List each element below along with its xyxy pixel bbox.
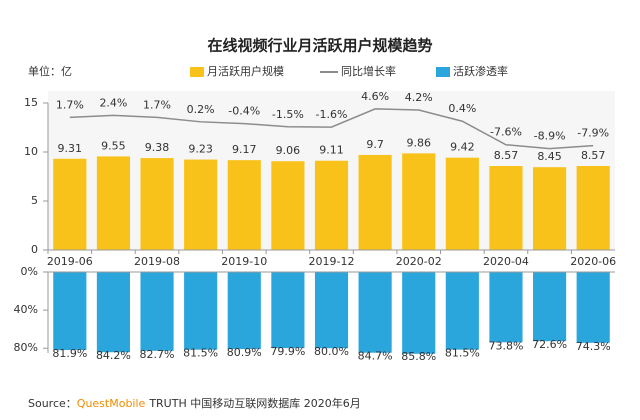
data-label: 80.0% [314, 345, 349, 358]
data-label: 8.45 [537, 150, 562, 163]
source-label: Source： [28, 397, 77, 410]
data-label: 9.31 [58, 142, 83, 155]
y-tick-label: 5 [31, 194, 38, 207]
data-label: 2.4% [99, 96, 127, 109]
chart-title: 在线视频行业月活跃用户规模趋势 [207, 37, 432, 55]
data-label: 9.23 [188, 143, 213, 156]
data-label: 84.7% [358, 350, 393, 363]
x-tick-label: 2019-10 [221, 255, 267, 268]
legend-label: 同比增长率 [341, 64, 396, 78]
data-label: 1.7% [56, 98, 84, 111]
bar [576, 166, 610, 250]
data-label: 8.57 [581, 149, 606, 162]
data-label: 74.3% [576, 340, 611, 353]
y-tick-label: 0 [31, 243, 38, 256]
data-label: 84.2% [96, 349, 131, 362]
data-label: 9.38 [145, 141, 170, 154]
y-tick-label: 80% [14, 341, 38, 354]
bar [184, 272, 218, 350]
bar [402, 153, 436, 250]
data-label: 81.5% [445, 347, 480, 360]
data-label: 9.7 [366, 138, 384, 151]
bar [53, 272, 87, 351]
bar [140, 272, 174, 351]
data-label: -7.9% [577, 127, 609, 140]
bar [53, 158, 87, 250]
data-label: 8.57 [494, 149, 519, 162]
bar [445, 272, 479, 350]
data-label: 9.06 [276, 144, 301, 157]
x-tick-label: 2019-08 [134, 255, 180, 268]
data-label: 9.17 [232, 143, 257, 156]
x-tick-label: 2020-06 [570, 255, 616, 268]
data-label: 9.42 [450, 141, 475, 154]
bar [402, 272, 436, 354]
data-label: 85.8% [401, 350, 436, 363]
bar [489, 166, 523, 250]
bar [445, 157, 479, 250]
data-label: 4.6% [361, 90, 389, 103]
data-label: 9.11 [319, 144, 344, 157]
data-label: 9.55 [101, 139, 126, 152]
data-label: 0.4% [448, 102, 476, 115]
bar [227, 272, 261, 350]
y-tick-label: 0% [21, 265, 38, 278]
bar [489, 272, 523, 343]
bar [314, 160, 349, 250]
bar [533, 272, 567, 342]
y-tick-label: 15 [24, 96, 38, 109]
legend-swatch [436, 67, 450, 77]
data-label: -0.4% [228, 105, 260, 118]
data-label: -7.6% [490, 126, 522, 139]
unit-label: 单位：亿 [28, 64, 72, 78]
bar [271, 161, 305, 250]
source: Source：QuestMobile TRUTH 中国移动互联网数据库 2020年… [28, 396, 361, 410]
legend-label: 活跃渗透率 [453, 64, 508, 78]
y-tick-label: 40% [14, 303, 38, 316]
legend-swatch [190, 67, 204, 77]
data-label: 9.86 [406, 136, 431, 149]
data-label: 72.6% [532, 338, 567, 351]
data-label: -1.5% [272, 108, 304, 121]
data-label: -8.9% [534, 130, 566, 143]
data-label: 0.2% [187, 103, 215, 116]
data-label: -1.6% [316, 108, 348, 121]
bar [96, 156, 130, 250]
source-text: TRUTH 中国移动互联网数据库 2020年6月 [148, 396, 360, 410]
bar [576, 272, 610, 343]
bar [533, 167, 567, 250]
y-tick-label: 10 [24, 145, 38, 158]
data-label: 1.7% [143, 98, 171, 111]
bar [314, 272, 349, 349]
bar [358, 272, 392, 353]
x-tick-label: 2019-12 [309, 255, 355, 268]
data-label: 82.7% [140, 348, 175, 361]
data-label: 4.2% [405, 91, 433, 104]
x-tick-label: 2020-02 [396, 255, 442, 268]
data-label: 80.9% [227, 346, 262, 359]
legend-label: 月活跃用户规模 [207, 64, 284, 78]
data-label: 81.9% [52, 347, 87, 360]
source-brand: QuestMobile [77, 397, 146, 410]
bar [227, 160, 261, 250]
bar [96, 272, 130, 353]
bar [140, 158, 174, 250]
x-tick-label: 2020-04 [483, 255, 529, 268]
bar [271, 272, 305, 349]
data-label: 73.8% [488, 339, 523, 352]
bar [358, 154, 392, 250]
growth-line [69, 108, 594, 150]
x-tick-label: 2019-06 [47, 255, 93, 268]
bar [184, 159, 218, 250]
data-label: 81.5% [183, 347, 218, 360]
data-label: 79.9% [270, 345, 305, 358]
